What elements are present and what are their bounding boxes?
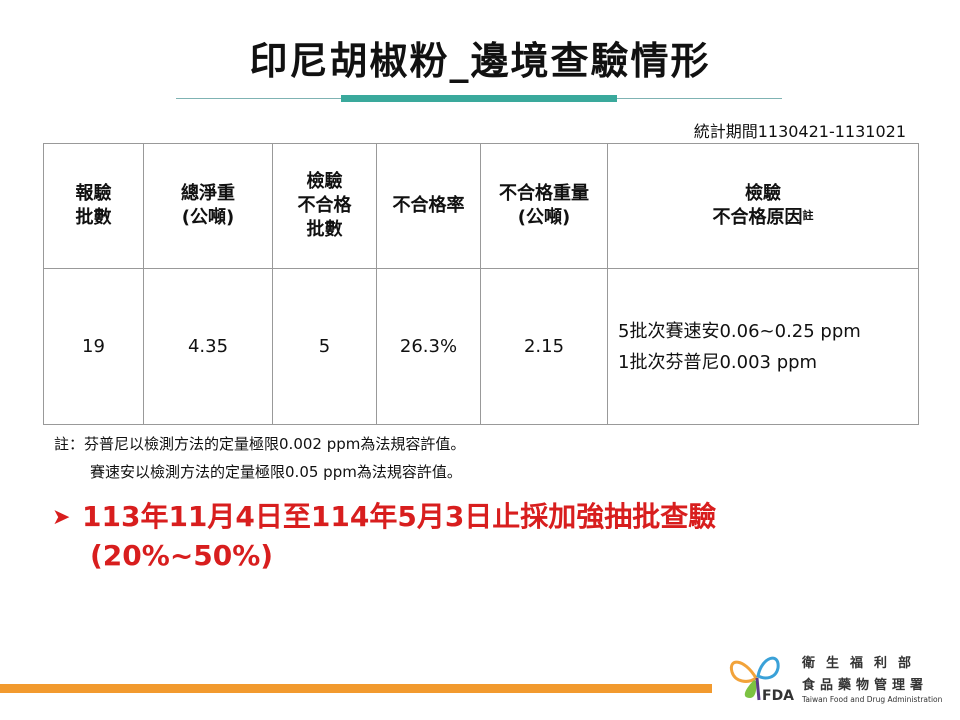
title-accent-bar	[341, 95, 617, 102]
logo-english-name: Taiwan Food and Drug Administration	[802, 695, 943, 704]
page-title: 印尼胡椒粉_邊境查驗情形	[249, 39, 711, 83]
footer-orange-bar	[0, 684, 712, 693]
arrow-bullet-icon: ➤	[52, 505, 71, 530]
reason-line: 5批次賽速安0.06~0.25 ppm	[618, 320, 861, 342]
logo-ministry-name: 衛生福利部	[802, 656, 923, 671]
svg-text:FDA: FDA	[762, 688, 794, 704]
logo-agency-name: 食品藥物管理署	[802, 678, 929, 693]
fda-logo: FDA 衛生福利部 食品藥物管理署 Taiwan Food and Drug A…	[726, 648, 956, 704]
footnotes: 註：芬普尼以檢測方法的定量極限0.002 ppm為法規容許值。 賽速安以檢測方法…	[54, 430, 465, 486]
header-fail-batches: 檢驗 不合格 批數	[272, 143, 377, 269]
cell-fail-batches: 5	[272, 268, 377, 425]
statistics-period: 統計期間1130421-1131021	[693, 122, 906, 141]
cell-net-weight: 4.35	[143, 268, 273, 425]
cell-fail-weight: 2.15	[480, 268, 608, 425]
cell-batches: 19	[43, 268, 144, 425]
footnote-line: 註：芬普尼以檢測方法的定量極限0.002 ppm為法規容許值。	[54, 435, 466, 453]
header-fail-reason: 檢驗 不合格原因註	[607, 143, 919, 269]
header-fail-weight: 不合格重量 (公噸)	[480, 143, 608, 269]
table-header-row: 報驗 批數 總淨重 (公噸) 檢驗 不合格 批數 不合格率 不合格重量 (公噸)…	[43, 143, 919, 269]
table-row: 19 4.35 5 26.3% 2.15 5批次賽速安0.06~0.25 ppm…	[43, 268, 919, 425]
cell-fail-reasons: 5批次賽速安0.06~0.25 ppm 1批次芬普尼0.003 ppm	[607, 268, 919, 425]
footnote-line: 賽速安以檢測方法的定量極限0.05 ppm為法規容許值。	[90, 463, 462, 481]
enhanced-inspection-notice: ➤ 113年11月4日至114年5月3日止採加強抽批查驗 (20%~50%)	[52, 500, 717, 572]
butterfly-fda-icon: FDA	[729, 656, 794, 704]
reason-line: 1批次芬普尼0.003 ppm	[618, 351, 818, 373]
cell-fail-rate: 26.3%	[376, 268, 481, 425]
header-fail-rate: 不合格率	[376, 143, 481, 269]
header-net-weight: 總淨重 (公噸)	[143, 143, 273, 269]
inspection-table: 報驗 批數 總淨重 (公噸) 檢驗 不合格 批數 不合格率 不合格重量 (公噸)…	[43, 143, 919, 425]
note-marker: 註	[802, 209, 814, 222]
header-batches: 報驗 批數	[43, 143, 144, 269]
